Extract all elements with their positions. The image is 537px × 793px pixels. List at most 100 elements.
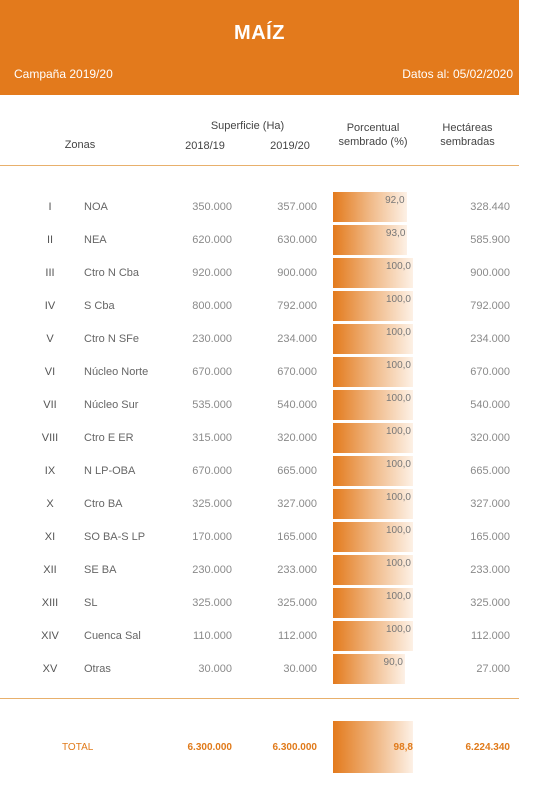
superficie-2019-20: 670.000	[277, 366, 317, 378]
superficie-2019-20: 900.000	[277, 267, 317, 279]
table-row: III Ctro N Cba 920.000 900.000 900.000 100,0	[0, 258, 519, 288]
percent-bar	[333, 588, 413, 618]
table-row: XV Otras 30.000 30.000 27.000 90,0	[0, 654, 519, 684]
superficie-2019-20: 327.000	[277, 498, 317, 510]
table-row: VI Núcleo Norte 670.000 670.000 670.000 100,0	[0, 357, 519, 387]
total-divider	[0, 698, 519, 699]
percent-bar	[333, 423, 413, 453]
percent-sembrado: 100,0	[385, 459, 411, 470]
zone-name: Núcleo Sur	[84, 399, 139, 411]
percent-bar	[333, 489, 413, 519]
superficie-2018-19: 535.000	[192, 399, 232, 411]
percent-bar	[333, 258, 413, 288]
hectareas-sembradas: 585.900	[470, 234, 510, 246]
hectareas-sembradas: 665.000	[470, 465, 510, 477]
superficie-2018-19: 170.000	[192, 531, 232, 543]
superficie-2018-19: 325.000	[192, 498, 232, 510]
data-date-label: Datos al: 05/02/2020	[402, 67, 513, 81]
total-label: TOTAL	[62, 742, 94, 753]
percent-bar	[333, 291, 413, 321]
zone-name: Ctro E ER	[84, 432, 134, 444]
percent-bar	[333, 456, 413, 486]
percent-sembrado: 100,0	[385, 360, 411, 371]
superficie-2019-20: 792.000	[277, 300, 317, 312]
campaign-label: Campaña 2019/20	[14, 67, 113, 81]
percent-bar	[333, 192, 407, 222]
total-percent-bar	[333, 721, 413, 773]
zone-number: XIV	[41, 630, 59, 642]
zone-name: S Cba	[84, 300, 115, 312]
total-row: TOTAL 6.300.000 6.300.000 98,8 6.224.340	[0, 721, 519, 773]
hectareas-sembradas: 900.000	[470, 267, 510, 279]
hectareas-sembradas: 165.000	[470, 531, 510, 543]
superficie-2019-20: 630.000	[277, 234, 317, 246]
table-row: VII Núcleo Sur 535.000 540.000 540.000 100,0	[0, 390, 519, 420]
header-banner: MAÍZ Campaña 2019/20 Datos al: 05/02/202…	[0, 0, 519, 95]
superficie-2018-19: 800.000	[192, 300, 232, 312]
zone-number: IV	[44, 300, 56, 312]
percent-sembrado: 100,0	[385, 558, 411, 569]
table-row: IV S Cba 800.000 792.000 792.000 100,0	[0, 291, 519, 321]
table-row: XII SE BA 230.000 233.000 233.000 100,0	[0, 555, 519, 585]
col-header-porcentual-line2: sembrado (%)	[338, 136, 408, 148]
percent-sembrado: 100,0	[385, 327, 411, 338]
header-divider	[0, 165, 519, 166]
zone-number: XI	[44, 531, 56, 543]
zone-number: VII	[43, 399, 57, 411]
hectareas-sembradas: 792.000	[470, 300, 510, 312]
percent-bar	[333, 390, 413, 420]
superficie-2019-20: 165.000	[277, 531, 317, 543]
zone-name: Ctro N Cba	[84, 267, 140, 279]
superficie-2018-19: 315.000	[192, 432, 232, 444]
table-row: I NOA 350.000 357.000 328.440 92,0	[0, 192, 519, 222]
percent-sembrado: 93,0	[385, 228, 406, 239]
zone-number: XV	[42, 663, 58, 675]
percent-bar	[333, 654, 405, 684]
zone-number: VIII	[41, 432, 59, 444]
zone-number: III	[45, 267, 55, 279]
percent-sembrado: 100,0	[385, 426, 411, 437]
hectareas-sembradas: 234.000	[470, 333, 510, 345]
table-row: VIII Ctro E ER 315.000 320.000 320.000 100,0	[0, 423, 519, 453]
superficie-2019-20: 540.000	[277, 399, 317, 411]
col-header-superficie: Superficie (Ha)	[210, 120, 285, 132]
superficie-2018-19: 670.000	[192, 465, 232, 477]
percent-bar	[333, 357, 413, 387]
hectareas-sembradas: 27.000	[476, 663, 510, 675]
superficie-2018-19: 110.000	[193, 630, 232, 642]
total-superficie-2018-19: 6.300.000	[187, 742, 233, 753]
hectareas-sembradas: 320.000	[470, 432, 510, 444]
zone-number: I	[48, 201, 52, 213]
superficie-2018-19: 350.000	[192, 201, 232, 213]
percent-bar	[333, 225, 408, 255]
table-row: X Ctro BA 325.000 327.000 327.000 100,0	[0, 489, 519, 519]
percent-sembrado: 100,0	[385, 525, 411, 536]
percent-sembrado: 100,0	[385, 261, 411, 272]
col-header-hectareas-line1: Hectáreas	[442, 122, 493, 134]
zone-name: N LP-OBA	[84, 465, 136, 477]
total-percent: 98,8	[393, 742, 413, 753]
hectareas-sembradas: 325.000	[470, 597, 510, 609]
percent-sembrado: 100,0	[385, 591, 411, 602]
zone-name: NEA	[84, 234, 107, 246]
zone-name: SL	[84, 597, 98, 609]
zone-name: Cuenca Sal	[84, 630, 141, 642]
superficie-2018-19: 230.000	[192, 333, 232, 345]
zone-number: IX	[44, 465, 56, 477]
zone-number: XII	[43, 564, 57, 576]
superficie-2018-19: 230.000	[192, 564, 232, 576]
hectareas-sembradas: 670.000	[470, 366, 510, 378]
hectareas-sembradas: 233.000	[470, 564, 510, 576]
col-header-porcentual-line1: Porcentual	[346, 122, 400, 134]
percent-sembrado: 92,0	[385, 195, 405, 206]
zone-name: Ctro N SFe	[84, 333, 140, 345]
col-header-2018-19: 2018/19	[185, 140, 225, 152]
zone-number: II	[46, 234, 54, 246]
table-row: IX N LP-OBA 670.000 665.000 665.000 100,0	[0, 456, 519, 486]
superficie-2019-20: 30.000	[283, 663, 317, 675]
total-superficie-2019-20: 6.300.000	[272, 742, 318, 753]
superficie-2019-20: 234.000	[277, 333, 317, 345]
zone-name: Otras	[84, 663, 111, 675]
zone-number: VI	[44, 366, 56, 378]
superficie-2018-19: 920.000	[192, 267, 232, 279]
